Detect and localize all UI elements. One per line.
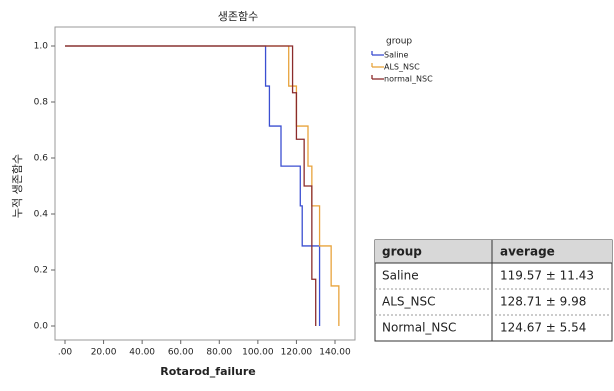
legend-label: Saline	[384, 51, 408, 60]
table-cell: Saline	[382, 269, 419, 283]
table-cell: Normal_NSC	[382, 321, 456, 335]
x-tick-label: .00	[58, 348, 73, 358]
chart-title: 생존함수	[218, 10, 258, 23]
y-tick-label: 0.8	[34, 98, 49, 108]
x-tick-label: 40.00	[129, 348, 155, 358]
x-tick-label: 60.00	[168, 348, 194, 358]
table-header: average	[500, 245, 555, 259]
y-tick-label: 0.6	[34, 154, 49, 164]
y-axis-label: 누적 생존함수	[11, 154, 24, 218]
plot-frame	[54, 26, 356, 341]
y-tick-label: 0.4	[34, 210, 49, 220]
table-header-bg	[375, 240, 612, 263]
y-tick-label: 0.0	[34, 322, 49, 332]
x-tick-label: 20.00	[91, 348, 117, 358]
x-axis-label: Rotarod_failure	[160, 365, 256, 378]
table-header: group	[382, 245, 422, 259]
x-tick-label: 120.00	[281, 348, 313, 358]
survival-line	[65, 45, 317, 326]
survival-line	[65, 45, 340, 326]
legend-label: normal_NSC	[384, 75, 433, 84]
legend-label: ALS_NSC	[384, 63, 420, 72]
table-cell: 128.71 ± 9.98	[500, 295, 586, 309]
y-tick-label: 1.0	[34, 42, 49, 52]
table-cell: 119.57 ± 11.43	[500, 269, 594, 283]
y-tick-label: 0.2	[34, 266, 48, 276]
x-tick-label: 100.00	[242, 348, 274, 358]
x-tick-label: 140.00	[319, 348, 351, 358]
legend-title: group	[386, 37, 412, 47]
table-cell: ALS_NSC	[382, 295, 435, 309]
x-tick-label: 80.00	[206, 348, 232, 358]
survival-line	[65, 45, 321, 326]
table-cell: 124.67 ± 5.54	[500, 321, 586, 335]
